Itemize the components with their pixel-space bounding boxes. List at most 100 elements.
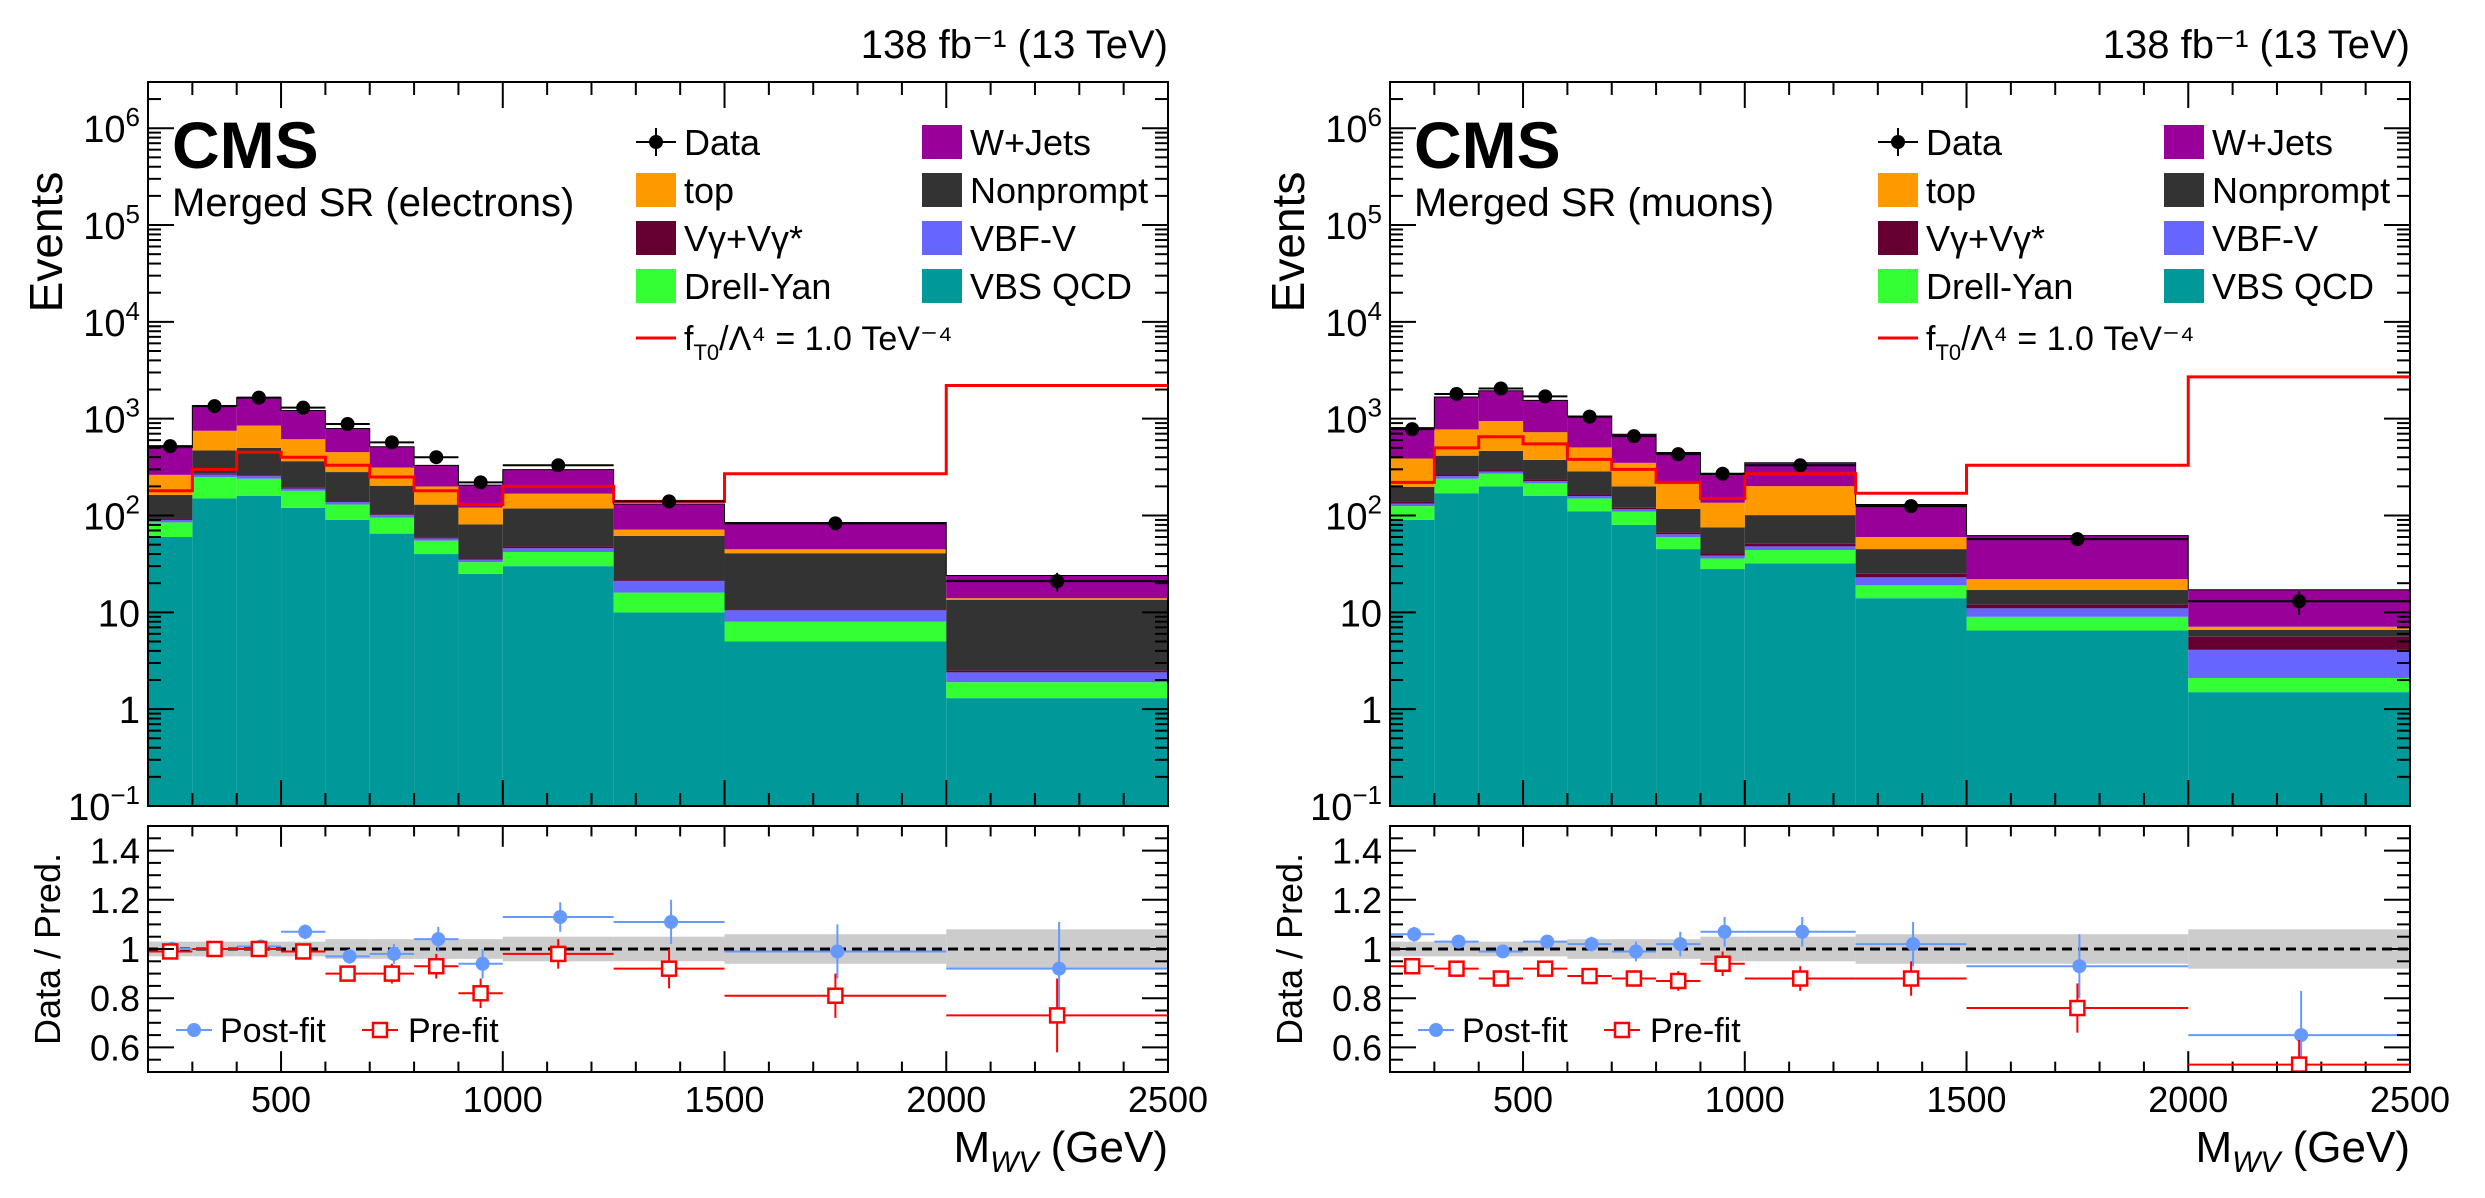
bar-nonprompt-bin-1 <box>1434 455 1479 475</box>
prefit-point-5 <box>1625 970 1643 987</box>
legend-label-vbfv: VBF-V <box>970 218 1076 259</box>
prefit-point-5 <box>383 965 401 982</box>
legend-label-nonprompt: Nonprompt <box>970 170 1148 211</box>
y-tick-label-1: 1 <box>119 690 140 732</box>
ratio-tick-label-0: 0.6 <box>1332 1027 1382 1068</box>
postfit-point-3 <box>298 924 313 939</box>
bar-top-bin-8 <box>1744 486 1856 516</box>
bar-drellyan-bin-3 <box>281 490 326 508</box>
bar-wjets-bin-4 <box>325 428 370 453</box>
x-tick-label-2: 1500 <box>1926 1079 2006 1120</box>
bar-vbsqcd-bin-7 <box>458 573 503 806</box>
bar-nonprompt-bin-5 <box>1611 486 1657 508</box>
y-tick-label-2: 10 <box>98 593 140 635</box>
bar-vbfv-bin-2 <box>236 476 282 479</box>
bar-vbsqcd-bin-5 <box>369 533 415 806</box>
prefit-point-8 <box>1791 970 1809 987</box>
bar-nonprompt-bin-0 <box>148 494 193 519</box>
legend-swatch-drellyan <box>1878 269 1918 303</box>
bar-vv-bin-3 <box>1523 479 1568 482</box>
bar-vv-bin-10 <box>724 609 947 611</box>
legend-postfit-marker <box>1429 1023 1443 1037</box>
x-tick-label-3: 2000 <box>906 1079 986 1120</box>
total-prediction-outline <box>1390 390 2410 591</box>
bar-vv-bin-2 <box>236 475 282 477</box>
y-tick-label-0: 10−1 <box>1310 780 1382 829</box>
bar-nonprompt-bin-7 <box>458 524 503 559</box>
legend-swatch-wjets <box>2164 125 2204 159</box>
y-tick-label-5: 104 <box>1325 296 1382 345</box>
x-axis-title: MWV (GeV) <box>2195 1123 2410 1179</box>
data-point-10 <box>2070 532 2085 547</box>
bar-top-bin-3 <box>1523 432 1568 460</box>
postfit-point-4 <box>1584 937 1599 952</box>
bar-top-bin-9 <box>613 529 725 536</box>
bar-vv-bin-5 <box>1611 507 1657 510</box>
bar-drellyan-bin-9 <box>613 592 725 613</box>
x-tick-label-4: 2500 <box>1128 1079 1208 1120</box>
postfit-point-10 <box>830 944 845 959</box>
lumi-label: 138 fb⁻¹ (13 TeV) <box>2103 23 2410 67</box>
y-tick-label-3: 102 <box>1325 490 1382 539</box>
main-frame <box>1389 81 2411 807</box>
prefit-point-2 <box>1492 970 1510 987</box>
prefit-point-3 <box>1536 960 1554 977</box>
y-axis-title: Events <box>20 172 72 313</box>
prefit-point-9 <box>1902 970 1920 987</box>
legend-label-wjets: W+Jets <box>970 122 1091 163</box>
ratio-tick-label-3: 1.2 <box>90 880 140 921</box>
bar-vbsqcd-bin-7 <box>1700 569 1745 806</box>
signal-ft0-line <box>1390 375 2410 500</box>
x-tick-label-2: 1500 <box>684 1079 764 1120</box>
bar-top-bin-8 <box>502 493 614 509</box>
bar-vv-bin-9 <box>613 580 725 582</box>
bar-vbfv-bin-0 <box>1390 503 1435 507</box>
bar-wjets-bin-7 <box>458 485 503 508</box>
bar-nonprompt-bin-3 <box>281 461 326 488</box>
bar-vbfv-bin-2 <box>1478 471 1524 474</box>
data-point-9 <box>1904 499 1919 514</box>
ratio-tick-label-2: 1 <box>120 929 140 970</box>
data-point-2 <box>1493 381 1508 396</box>
bar-wjets-bin-3 <box>1523 400 1568 433</box>
data-point-5 <box>1626 429 1641 444</box>
ratio-y-axis-title: Data / Pred. <box>27 853 68 1045</box>
legend-prefit-marker <box>1613 1021 1631 1039</box>
bar-vbfv-bin-7 <box>1700 555 1745 559</box>
bar-top-bin-6 <box>414 486 459 505</box>
bar-top-bin-2 <box>236 425 282 448</box>
bar-vbfv-bin-1 <box>1434 476 1479 479</box>
bar-vbsqcd-bin-3 <box>1523 495 1568 806</box>
bar-nonprompt-bin-4 <box>1567 471 1612 495</box>
bar-top-bin-4 <box>325 452 370 473</box>
legend-label-drellyan: Drell-Yan <box>684 266 831 307</box>
bar-vbsqcd-bin-11 <box>2188 692 2410 806</box>
legend-swatch-wjets <box>922 125 962 159</box>
data-point-5 <box>384 435 399 450</box>
prefit-point-6 <box>428 957 445 975</box>
cms-label: CMS <box>1414 108 1561 182</box>
bar-vbfv-bin-4 <box>325 501 370 505</box>
bar-drellyan-bin-8 <box>1744 550 1856 564</box>
bar-drellyan-bin-7 <box>1700 558 1745 570</box>
bar-vbsqcd-bin-1 <box>192 498 237 806</box>
bar-vv-bin-8 <box>1744 543 1856 547</box>
bar-vv-bin-11 <box>946 670 1168 673</box>
bar-top-bin-6 <box>1656 482 1701 509</box>
bar-drellyan-bin-6 <box>1656 536 1701 550</box>
bar-vv-bin-10 <box>1966 604 2189 609</box>
bar-vbfv-bin-3 <box>1523 481 1568 484</box>
data-point-0 <box>163 439 178 454</box>
legend-label-vbfv: VBF-V <box>2212 218 2318 259</box>
bar-drellyan-bin-0 <box>148 522 193 537</box>
bar-wjets-bin-1 <box>1434 396 1479 430</box>
bar-vbfv-bin-5 <box>369 515 415 518</box>
legend-label-vv: Vγ+Vγ* <box>1926 218 2045 259</box>
legend-postfit-marker <box>187 1023 201 1037</box>
bar-vbsqcd-bin-9 <box>1855 598 1967 806</box>
legend-swatch-vv <box>1878 221 1918 255</box>
bar-wjets-bin-8 <box>502 469 614 494</box>
data-point-8 <box>1793 458 1808 473</box>
